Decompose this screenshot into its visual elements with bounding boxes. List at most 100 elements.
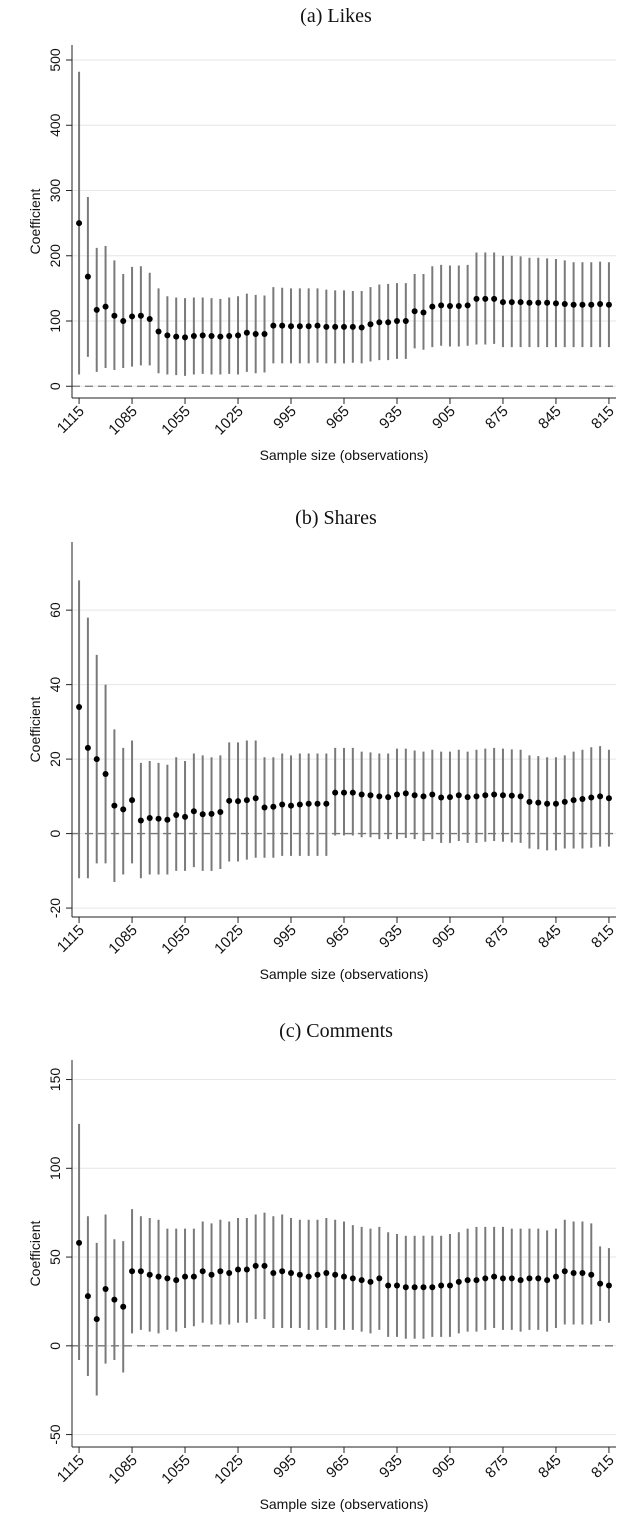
point <box>279 801 286 808</box>
point <box>526 1275 533 1282</box>
point <box>420 309 427 316</box>
point <box>341 789 347 796</box>
point <box>508 1275 515 1282</box>
y-tick-label: 150 <box>47 1068 63 1092</box>
point <box>226 333 233 340</box>
point <box>429 303 436 310</box>
y-tick-label: -50 <box>47 1424 63 1444</box>
point <box>438 794 445 801</box>
point <box>129 1268 136 1275</box>
point <box>76 703 83 710</box>
x-axis-label: Sample size (observations) <box>260 447 429 463</box>
point <box>349 323 356 330</box>
y-tick-label: 0 <box>47 1342 63 1350</box>
point <box>349 789 356 796</box>
point <box>535 799 542 806</box>
point <box>393 791 400 798</box>
x-tick-label: 875 <box>482 403 512 433</box>
x-tick-label: 1025 <box>211 403 247 439</box>
point <box>84 744 91 751</box>
point <box>235 332 242 339</box>
point <box>544 1277 551 1284</box>
x-tick-label: 815 <box>588 1452 618 1482</box>
point <box>482 792 489 799</box>
point <box>226 1270 233 1277</box>
x-axis-label: Sample size (observations) <box>260 1496 429 1512</box>
point <box>491 295 498 302</box>
x-tick-label: 935 <box>376 922 406 952</box>
point <box>464 1277 471 1284</box>
point <box>129 313 136 320</box>
x-tick-label: 1025 <box>211 922 247 958</box>
y-tick-label: 40 <box>47 677 63 693</box>
point <box>552 800 559 807</box>
panel-title: (b) Shares <box>295 507 377 529</box>
x-tick-label: 905 <box>429 922 459 952</box>
x-tick-label: 1085 <box>105 403 141 439</box>
point <box>279 322 286 329</box>
point <box>208 810 215 817</box>
point <box>190 333 197 340</box>
point <box>323 800 330 807</box>
point <box>358 324 365 331</box>
point <box>367 321 374 328</box>
x-tick-label: 965 <box>323 922 353 952</box>
point <box>473 295 480 302</box>
point <box>146 814 153 821</box>
point <box>243 1266 250 1273</box>
point <box>332 1271 339 1278</box>
point <box>182 334 189 341</box>
x-tick-label: 905 <box>429 403 459 433</box>
point <box>235 798 242 805</box>
y-axis-label: Coefficient <box>27 696 43 762</box>
y-tick-label: 300 <box>47 179 63 203</box>
point <box>570 1270 577 1277</box>
point <box>270 1270 277 1277</box>
point <box>296 801 303 808</box>
point <box>314 1271 321 1278</box>
point <box>314 322 321 329</box>
point <box>552 1273 559 1280</box>
point <box>120 1303 127 1310</box>
point <box>544 800 551 807</box>
x-tick-label: 1085 <box>105 922 141 958</box>
point <box>552 300 559 307</box>
point <box>473 1277 480 1284</box>
point <box>190 1273 197 1280</box>
point <box>252 331 259 338</box>
x-tick-label: 1115 <box>54 1452 88 1486</box>
point <box>199 332 206 339</box>
point <box>173 1277 180 1284</box>
point <box>102 303 109 310</box>
x-tick-label: 1085 <box>105 1452 141 1488</box>
point <box>146 316 153 323</box>
point <box>270 322 277 329</box>
panel-title: (a) Likes <box>300 5 372 27</box>
point <box>588 1271 595 1278</box>
point <box>120 806 127 813</box>
y-tick-label: 500 <box>47 48 63 72</box>
x-tick-label: 935 <box>376 1452 406 1482</box>
point <box>411 308 418 315</box>
point <box>137 312 144 319</box>
point <box>279 1268 286 1275</box>
point <box>561 301 568 308</box>
point <box>482 1275 489 1282</box>
point <box>402 318 409 325</box>
point <box>367 792 374 799</box>
panel: (b) Shares -20 0 20 40 60 1115 1085 1055 1025 995 9… <box>27 507 618 982</box>
point <box>252 1262 259 1269</box>
point <box>579 301 586 308</box>
point <box>376 319 383 326</box>
point <box>314 800 321 807</box>
point <box>341 323 347 330</box>
x-tick-label: 1055 <box>158 922 194 958</box>
x-tick-label: 875 <box>482 922 512 952</box>
x-tick-label: 1055 <box>158 1452 194 1488</box>
point <box>499 1275 506 1282</box>
x-tick-label: 845 <box>535 922 565 952</box>
x-tick-label: 1115 <box>54 403 88 437</box>
point <box>561 798 568 805</box>
point <box>376 1275 383 1282</box>
y-tick-label: 100 <box>47 1156 63 1180</box>
